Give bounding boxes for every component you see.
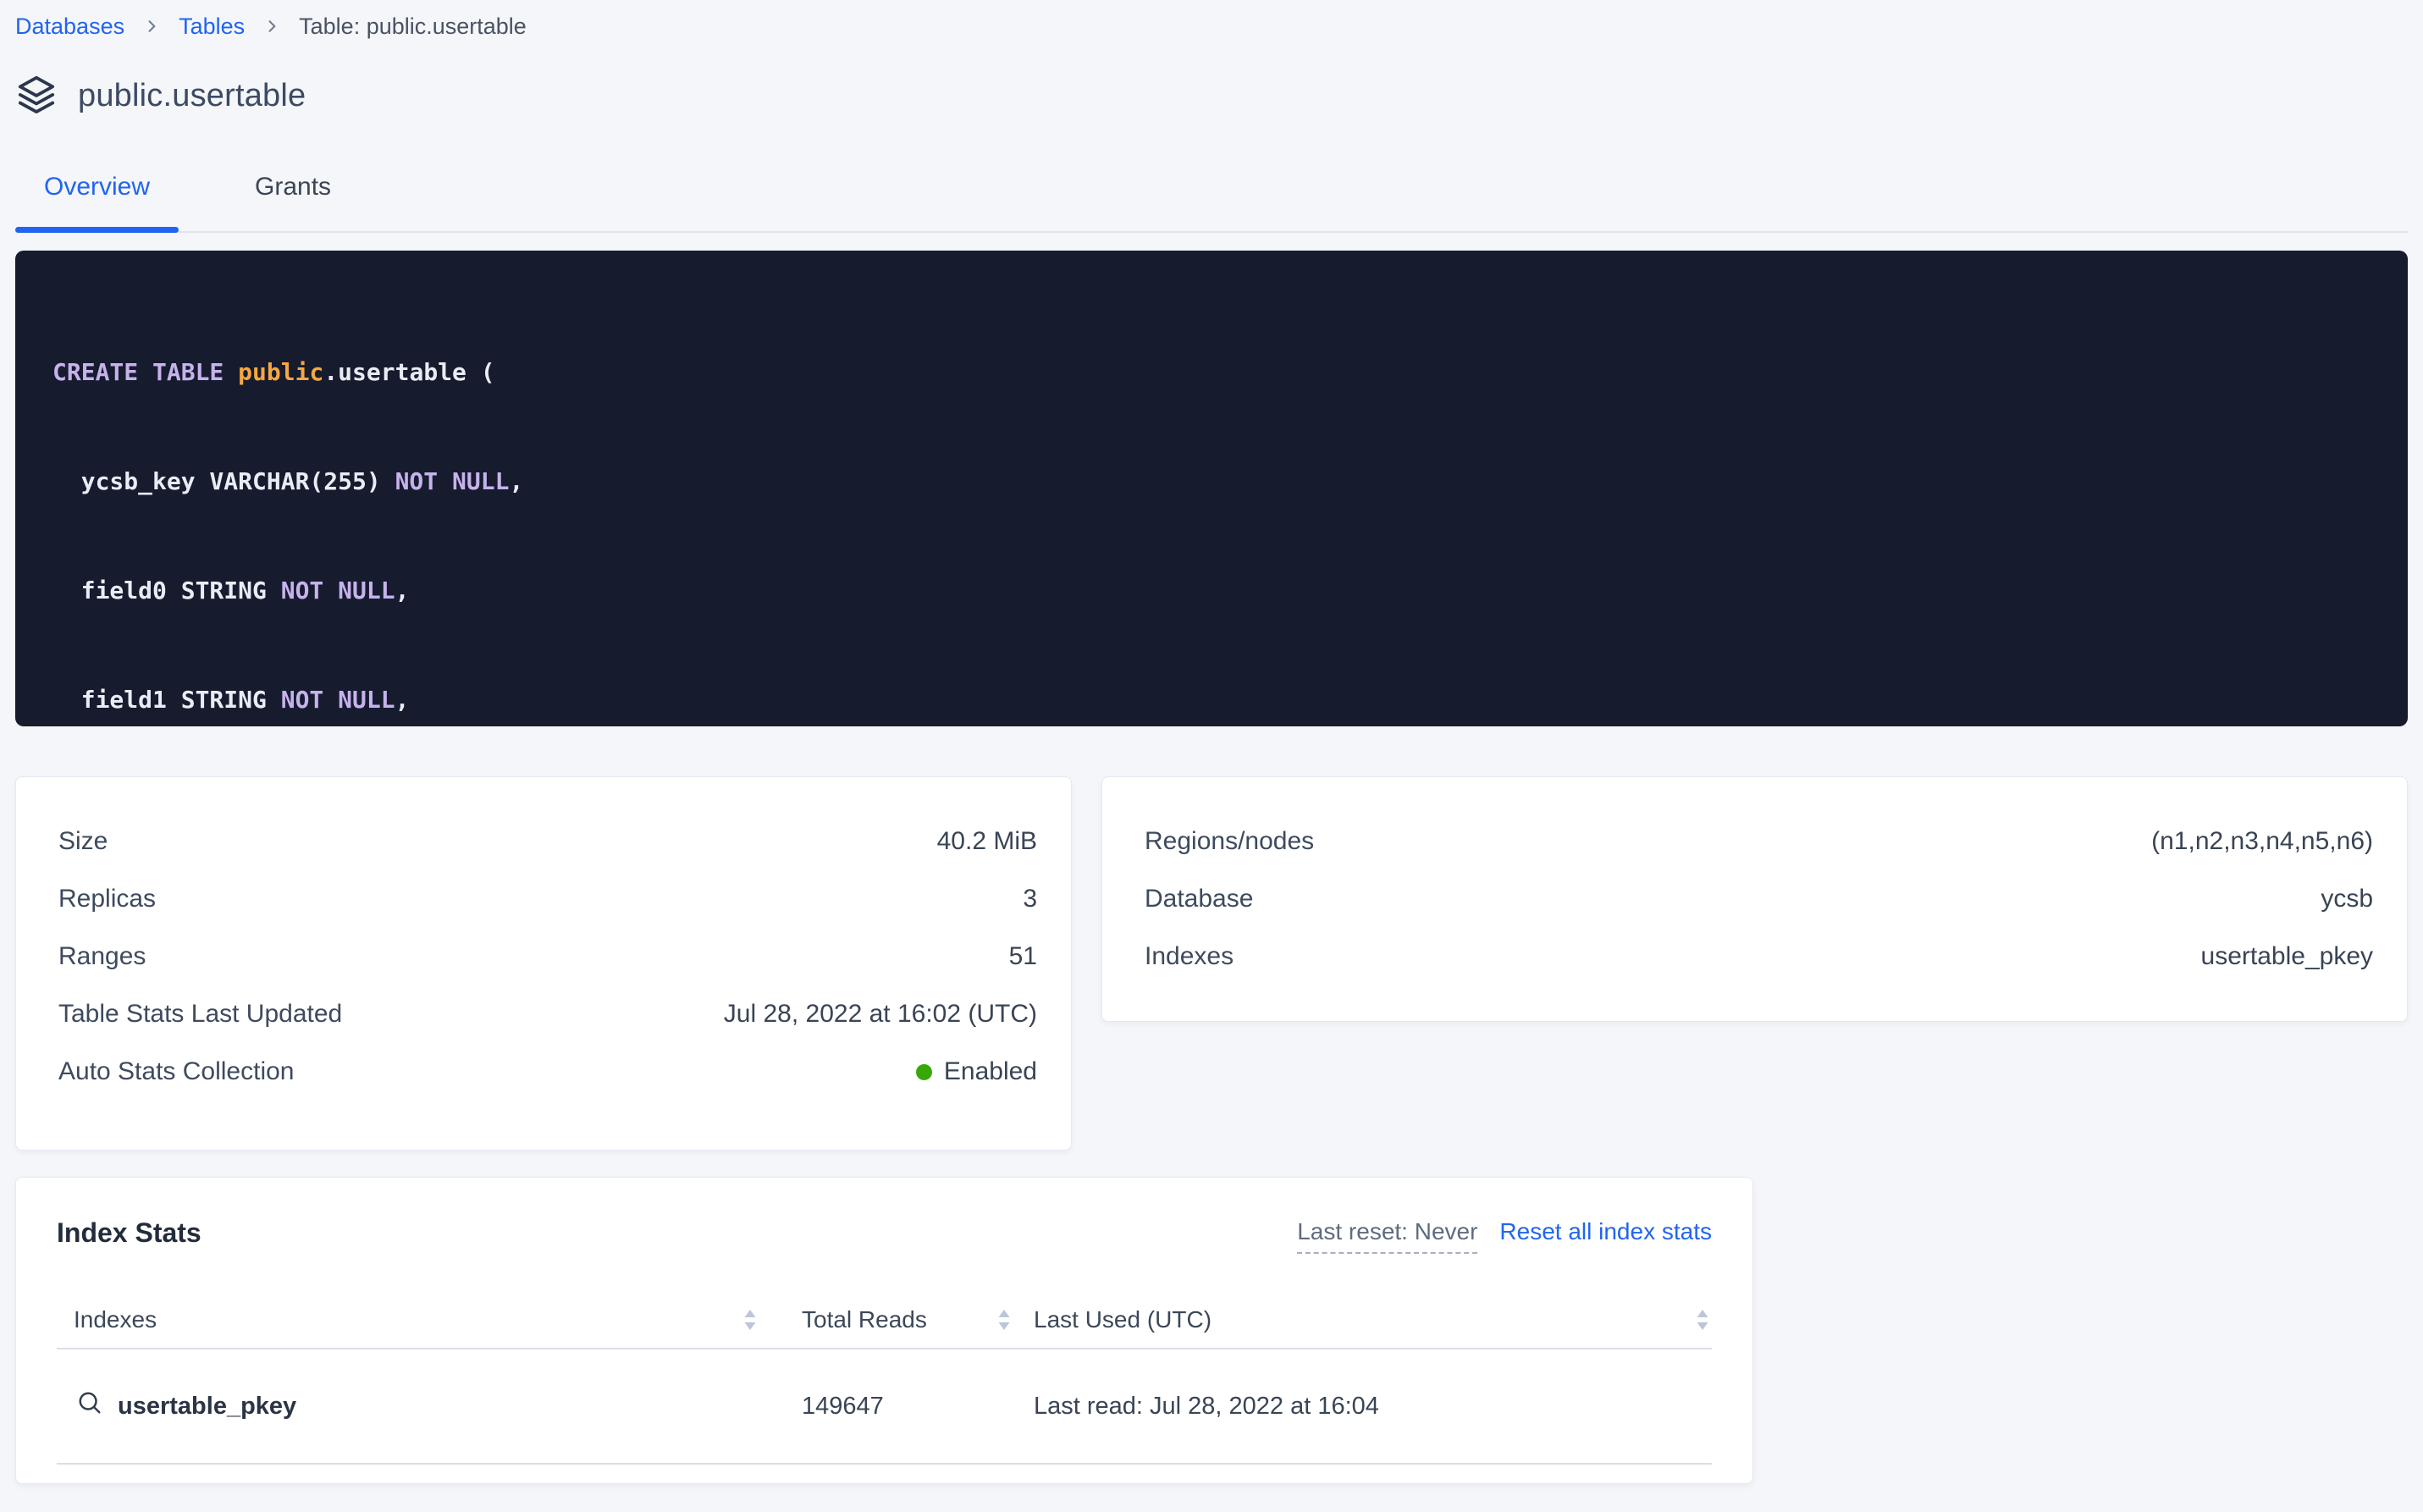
stat-value: 3 [1023,885,1037,913]
index-stats-header: Index Stats Last reset: Never Reset all … [57,1213,1712,1254]
sql-line: CREATE TABLE public.usertable ( [52,354,2371,390]
stat-value: 51 [1008,942,1037,970]
stat-row-regions: Regions/nodes (n1,n2,n3,n4,n5,n6) [1145,813,2373,870]
stat-row-auto-stats: Auto Stats Collection Enabled [58,1043,1037,1101]
index-stats-actions: Last reset: Never Reset all index stats [1297,1213,1712,1254]
column-label: Last Used (UTC) [1034,1306,1212,1333]
last-reset-label[interactable]: Last reset: Never [1297,1218,1478,1254]
stat-row-database: Database ycsb [1145,870,2373,928]
table-location-card: Regions/nodes (n1,n2,n3,n4,n5,n6) Databa… [1101,776,2408,1022]
status-badge: Enabled [915,1057,1037,1086]
sql-line: field0 STRING NOT NULL, [52,572,2371,609]
column-header-last-used[interactable]: Last Used (UTC) [1013,1306,1712,1333]
sql-token: .usertable ( [323,358,495,386]
last-used-cell: Last read: Jul 28, 2022 at 16:04 [1013,1393,1712,1421]
tab-bar: Overview Grants [15,172,2408,233]
index-name: usertable_pkey [118,1392,297,1420]
stat-value: Jul 28, 2022 at 16:02 (UTC) [723,1000,1037,1028]
breadcrumb-link-databases[interactable]: Databases [15,14,125,39]
tab-grants[interactable]: Grants [255,173,332,201]
stat-label: Size [58,827,108,855]
stat-value: ycsb [2321,885,2373,913]
table-stats-card: Size 40.2 MiB Replicas 3 Ranges 51 Table… [15,776,1072,1151]
stat-value: usertable_pkey [2200,942,2373,970]
sql-token: NOT NULL [280,577,395,604]
stat-row-stats-updated: Table Stats Last Updated Jul 28, 2022 at… [58,985,1037,1043]
breadcrumb-link-tables[interactable]: Tables [179,14,246,39]
status-dot-green [915,1063,932,1080]
sql-token: field1 STRING [52,686,281,714]
sql-line: ycsb_key VARCHAR(255) NOT NULL, [52,463,2371,499]
sort-icon [995,1307,1013,1333]
stat-row-replicas: Replicas 3 [58,870,1037,928]
tab-overview[interactable]: Overview [15,172,179,233]
sql-token: , [395,686,410,714]
column-header-indexes[interactable]: Indexes [57,1306,759,1333]
column-label: Total Reads [802,1306,927,1333]
index-stats-title: Index Stats [57,1217,201,1248]
index-table-row: usertable_pkey 149647 Last read: Jul 28,… [57,1349,1712,1465]
sort-icon [1693,1307,1712,1333]
page-header: public.usertable [17,74,2408,118]
page-title: public.usertable [78,78,306,113]
chevron-right-icon [143,18,160,35]
search-icon [77,1390,102,1422]
index-table-header: Indexes Total Reads Last Used (UTC) [57,1306,1712,1349]
stat-label: Table Stats Last Updated [58,1000,343,1028]
index-stats-card: Index Stats Last reset: Never Reset all … [15,1177,1753,1484]
stat-label: Indexes [1145,942,1234,970]
sql-token: field0 STRING [52,577,281,604]
sql-token: , [395,577,410,604]
index-name-cell[interactable]: usertable_pkey [57,1390,759,1422]
sql-token: NOT NULL [280,686,395,714]
sort-icon [741,1307,759,1333]
sql-token: , [509,467,524,495]
layers-icon [17,74,56,118]
total-reads-value: 149647 [802,1392,884,1420]
breadcrumb-current: Table: public.usertable [299,14,527,39]
sql-line: field1 STRING NOT NULL, [52,682,2371,718]
reset-all-index-stats-link[interactable]: Reset all index stats [1499,1218,1712,1244]
stat-label: Regions/nodes [1145,827,1315,855]
stat-label: Database [1145,885,1254,913]
create-table-sql-block: CREATE TABLE public.usertable ( ycsb_key… [15,251,2408,726]
column-header-total-reads[interactable]: Total Reads [759,1306,1013,1333]
stat-label: Ranges [58,942,146,970]
last-used-value: Last read: Jul 28, 2022 at 16:04 [1034,1392,1379,1420]
chevron-right-icon [263,18,280,35]
stat-row-indexes: Indexes usertable_pkey [1145,928,2373,985]
stat-label: Replicas [58,885,157,913]
stat-value: 40.2 MiB [936,827,1037,855]
stat-value: (n1,n2,n3,n4,n5,n6) [2151,827,2373,855]
stat-label: Auto Stats Collection [58,1057,295,1085]
sql-token: CREATE TABLE [52,358,239,386]
table-details-cards: Size 40.2 MiB Replicas 3 Ranges 51 Table… [15,776,2408,1151]
sql-token: ycsb_key VARCHAR(255) [52,467,395,495]
sql-token: public [238,358,324,386]
stat-row-ranges: Ranges 51 [58,928,1037,985]
total-reads-cell: 149647 [759,1393,1013,1421]
breadcrumb: Databases Tables Table: public.usertable [15,0,2408,41]
stat-row-size: Size 40.2 MiB [58,813,1037,870]
column-label: Indexes [74,1306,157,1333]
sql-token: NOT NULL [395,467,510,495]
